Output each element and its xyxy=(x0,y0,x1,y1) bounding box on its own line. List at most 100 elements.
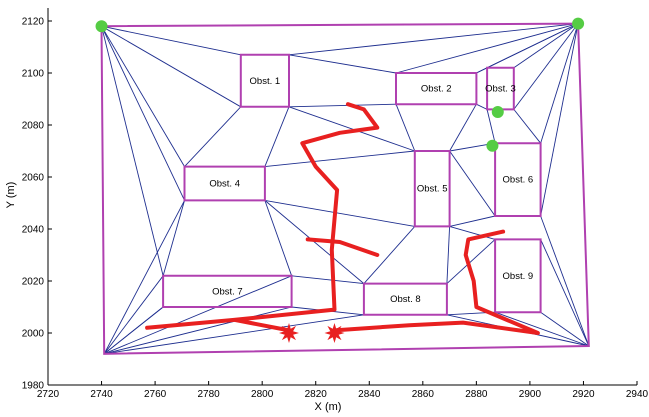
obstacle-label: Obst. 1 xyxy=(250,76,281,87)
visibility-edge xyxy=(103,275,164,355)
x-tick-label: 2900 xyxy=(519,389,542,400)
x-axis-label: X (m) xyxy=(315,401,342,413)
visibility-edge xyxy=(103,306,164,355)
visibility-edge xyxy=(446,239,496,284)
visibility-edge xyxy=(264,106,290,167)
visibility-edge xyxy=(104,314,364,355)
target-star xyxy=(279,323,299,343)
x-tick-label: 2880 xyxy=(465,389,488,400)
obstacle-label: Obst. 6 xyxy=(503,175,534,186)
visibility-edge xyxy=(449,150,496,217)
x-tick-label: 2740 xyxy=(90,389,113,400)
obstacle-rect xyxy=(239,53,290,108)
obstacle-rect xyxy=(494,142,542,217)
obstacle-label: Obst. 4 xyxy=(209,179,240,190)
visibility-edge xyxy=(540,23,579,144)
waypoint-node xyxy=(486,139,499,152)
visibility-edge xyxy=(104,275,292,355)
visibility-edge xyxy=(476,67,488,74)
x-tick-label: 2860 xyxy=(412,389,435,400)
visibility-edge xyxy=(291,275,364,285)
obstacle-label: Obst. 9 xyxy=(503,271,534,282)
visibility-edge xyxy=(288,23,579,56)
visibility-edge xyxy=(540,215,590,347)
visibility-edge xyxy=(494,311,589,347)
visibility-edge xyxy=(446,226,451,284)
obstacle-rect xyxy=(395,72,478,106)
y-tick-label: 2020 xyxy=(22,277,45,288)
target-star xyxy=(324,323,345,343)
visibility-edges xyxy=(101,23,590,355)
y-tick-label: 2100 xyxy=(22,69,45,80)
visibility-edge xyxy=(513,23,579,69)
visibility-edge xyxy=(449,225,496,240)
visibility-edge xyxy=(162,200,185,276)
x-tick-label: 2720 xyxy=(37,389,60,400)
visibility-edge xyxy=(103,200,185,355)
axes: 2720 2740 2760 2780 2800 2820 2840 2860 2880 2900… xyxy=(22,8,649,400)
visibility-edge xyxy=(264,200,293,276)
obstacle-rect xyxy=(486,66,515,111)
waypoint-node xyxy=(572,17,585,30)
visibility-edge xyxy=(288,103,397,108)
visibility-edge xyxy=(101,26,164,276)
path-line xyxy=(332,229,540,335)
obstacle-rect xyxy=(162,274,293,308)
visibility-edge xyxy=(395,104,416,152)
visibility-edge xyxy=(540,23,579,217)
visibility-edge xyxy=(264,150,415,168)
obstacle-label: Obst. 5 xyxy=(417,184,448,195)
y-tick-label: 2060 xyxy=(22,173,45,184)
x-tick-label: 2840 xyxy=(358,389,381,400)
obstacle-label: Obst. 7 xyxy=(212,286,243,297)
waypoint-node xyxy=(95,20,108,33)
visibility-edge xyxy=(449,103,477,152)
obstacles: Obst. 1 Obst. 2 Obst. 3 Obst. 4 Obst. 5 Obst.… xyxy=(162,53,542,316)
path-line xyxy=(233,318,291,333)
x-tick-label: 2800 xyxy=(251,389,274,400)
visibility-edge xyxy=(486,109,496,144)
visibility-edge xyxy=(363,226,416,284)
visibility-edge xyxy=(486,23,579,69)
visibility-edge xyxy=(513,109,541,144)
x-tick-label: 2920 xyxy=(572,389,595,400)
path-line xyxy=(305,237,380,257)
visibility-edge xyxy=(449,215,496,227)
obstacle-rect xyxy=(494,238,542,314)
planned-paths xyxy=(145,102,540,335)
visibility-edge xyxy=(395,23,579,74)
visibility-edge xyxy=(101,25,241,56)
obstacle-rect xyxy=(362,282,448,316)
visibility-edge xyxy=(264,199,415,227)
y-tick-label: 2080 xyxy=(22,121,45,132)
visibility-edge xyxy=(540,311,590,347)
visibility-edge xyxy=(513,23,579,110)
workspace-boundary xyxy=(100,22,590,355)
path-line xyxy=(145,102,380,330)
obstacle-rect xyxy=(183,165,266,202)
obstacle-label: Obst. 8 xyxy=(390,294,421,305)
obstacle-rect xyxy=(413,150,451,228)
x-tick-label: 2820 xyxy=(305,389,328,400)
visibility-edge xyxy=(476,103,488,110)
obstacle-label: Obst. 3 xyxy=(485,84,516,95)
boundary-polygon xyxy=(100,22,590,355)
visibility-edge xyxy=(184,106,242,167)
waypoint-nodes xyxy=(95,17,585,152)
visibility-edge xyxy=(540,239,590,347)
y-tick-label: 2040 xyxy=(22,225,45,236)
visibility-edge xyxy=(104,306,292,355)
visibility-edge xyxy=(101,26,185,201)
y-tick-label: 2120 xyxy=(22,17,45,28)
obstacle-label: Obst. 2 xyxy=(421,84,452,95)
visibility-edge xyxy=(101,25,241,108)
target-markers xyxy=(279,323,345,343)
visibility-edge xyxy=(288,106,415,152)
visibility-edge xyxy=(288,54,397,74)
y-axis-label: Y (m) xyxy=(5,182,17,209)
x-tick-label: 2780 xyxy=(198,389,221,400)
visibility-edge xyxy=(101,25,185,167)
y-tick-label: 1980 xyxy=(22,381,45,392)
x-tick-label: 2760 xyxy=(144,389,167,400)
